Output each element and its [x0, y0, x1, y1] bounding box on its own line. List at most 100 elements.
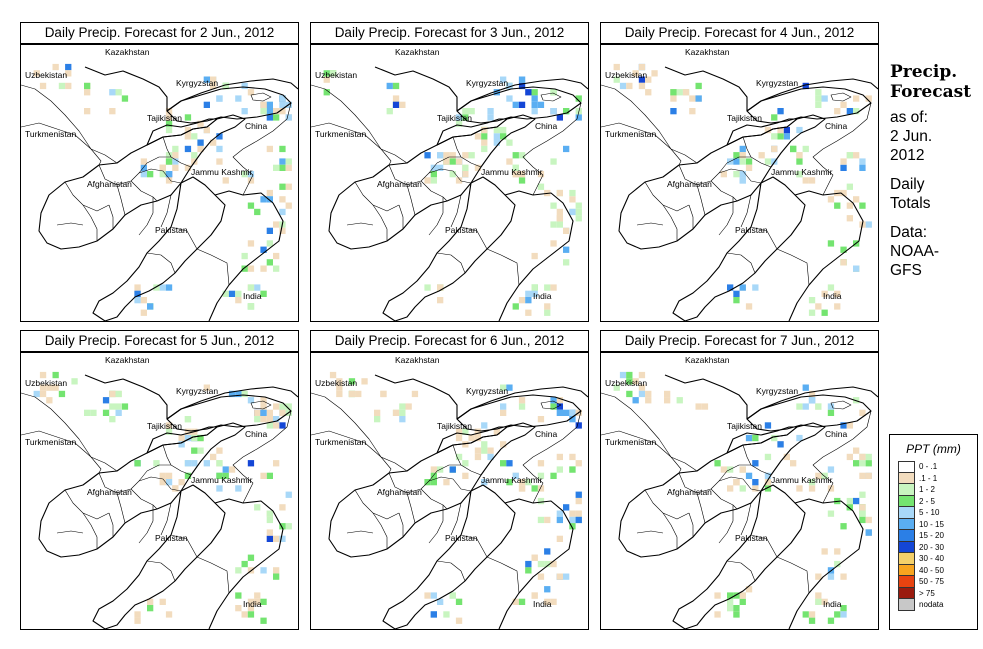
precip-cell	[165, 177, 173, 184]
border-line	[830, 92, 852, 102]
border-line	[812, 410, 872, 504]
precip-cell	[714, 592, 721, 599]
precip-cell	[714, 460, 721, 467]
precip-cell	[802, 145, 809, 153]
precip-cell	[134, 460, 141, 467]
precip-cell	[210, 82, 217, 90]
precip-cell	[52, 384, 59, 391]
precip-cell	[462, 428, 469, 435]
precip-cell	[399, 101, 406, 108]
precip-cell	[134, 284, 141, 291]
precip-cell	[752, 479, 759, 486]
precip-cell	[216, 95, 223, 102]
border-line	[166, 86, 292, 124]
border-line	[678, 470, 728, 494]
precip-cell	[437, 152, 444, 159]
precip-cell	[134, 290, 141, 297]
precip-cell	[285, 183, 292, 190]
precip-cell	[386, 108, 393, 115]
legend-label: 15 - 20	[919, 531, 944, 541]
precip-cell	[537, 416, 545, 423]
precip-cell	[336, 390, 343, 398]
border-line	[328, 114, 536, 250]
precip-cell	[449, 466, 456, 473]
precip-cell	[512, 101, 519, 108]
precip-cell	[216, 460, 223, 467]
legend-label: > 75	[919, 588, 935, 598]
border-line	[372, 204, 388, 241]
precip-cell	[449, 171, 456, 178]
precip-cell	[796, 158, 803, 165]
country-label-turkmenistan: Turkmenistan	[25, 437, 76, 447]
precip-cell	[241, 265, 248, 272]
precip-cell	[323, 89, 330, 96]
precip-cell	[84, 108, 91, 115]
precip-cell	[481, 441, 488, 448]
border-line	[208, 190, 284, 321]
precip-cell	[550, 221, 557, 228]
precip-cell	[645, 76, 652, 83]
precip-cell	[544, 560, 551, 568]
precip-cell	[840, 523, 847, 530]
precip-cell	[783, 133, 790, 140]
precip-cell	[468, 152, 475, 159]
precip-cell	[632, 397, 639, 404]
border-line	[92, 484, 226, 629]
precip-cell	[266, 535, 273, 542]
country-label-pakistan: Pakistan	[155, 225, 188, 235]
precip-cell	[39, 82, 47, 90]
precip-cell	[563, 504, 570, 511]
precip-cell	[222, 82, 229, 90]
border-line	[311, 84, 382, 150]
panel-title: Daily Precip. Forecast for 2 Jun., 2012	[20, 22, 299, 44]
precip-cell	[165, 120, 173, 127]
precip-cell	[165, 428, 173, 435]
precip-cell	[664, 397, 671, 404]
country-label-kyrgyzstan: Kyrgyzstan	[466, 78, 508, 88]
precip-cell	[695, 82, 702, 90]
precip-cell	[727, 592, 734, 599]
legend-row: nodata	[898, 599, 944, 611]
precip-cell	[115, 89, 122, 96]
precip-cell	[531, 592, 538, 599]
precip-cell	[481, 126, 488, 134]
border-line	[601, 84, 672, 150]
precip-cell	[102, 397, 110, 404]
precip-cell	[172, 164, 179, 171]
precip-cell	[241, 108, 248, 115]
precip-cell	[518, 101, 526, 108]
border-line	[498, 498, 574, 629]
precip-cell	[808, 177, 816, 184]
precip-cell	[720, 171, 727, 178]
precip-cell	[462, 171, 469, 178]
country-label-kazakhstan: Kazakhstan	[685, 47, 730, 57]
precip-cell	[266, 189, 273, 197]
precip-cell	[247, 605, 255, 612]
precip-cell	[670, 89, 677, 96]
precip-cell	[575, 497, 582, 505]
precip-cell	[197, 145, 204, 153]
precip-cell	[184, 126, 192, 134]
precip-cell	[613, 76, 620, 83]
precip-cell	[853, 265, 860, 272]
precip-cell	[821, 472, 828, 479]
precip-cell	[537, 183, 545, 190]
precip-cell	[569, 516, 576, 524]
map-labels: Kazakhstan Uzbekistan Kyrgyzstan Tajikistan…	[315, 355, 557, 609]
precip-cells	[613, 371, 872, 624]
border-line	[92, 176, 226, 321]
precip-cell	[134, 611, 141, 618]
precip-cell	[474, 434, 482, 442]
country-label-pakistan: Pakistan	[445, 225, 478, 235]
precip-cell	[165, 422, 173, 429]
precip-cell	[518, 479, 526, 486]
precip-cell	[481, 139, 488, 146]
precip-cell	[827, 617, 835, 624]
precip-cell	[260, 472, 267, 479]
precip-cell	[808, 397, 816, 404]
precip-cell	[184, 145, 192, 153]
precip-cell	[859, 472, 866, 479]
precip-cell	[449, 592, 456, 599]
precip-cell	[481, 145, 488, 153]
border-line	[788, 190, 864, 321]
